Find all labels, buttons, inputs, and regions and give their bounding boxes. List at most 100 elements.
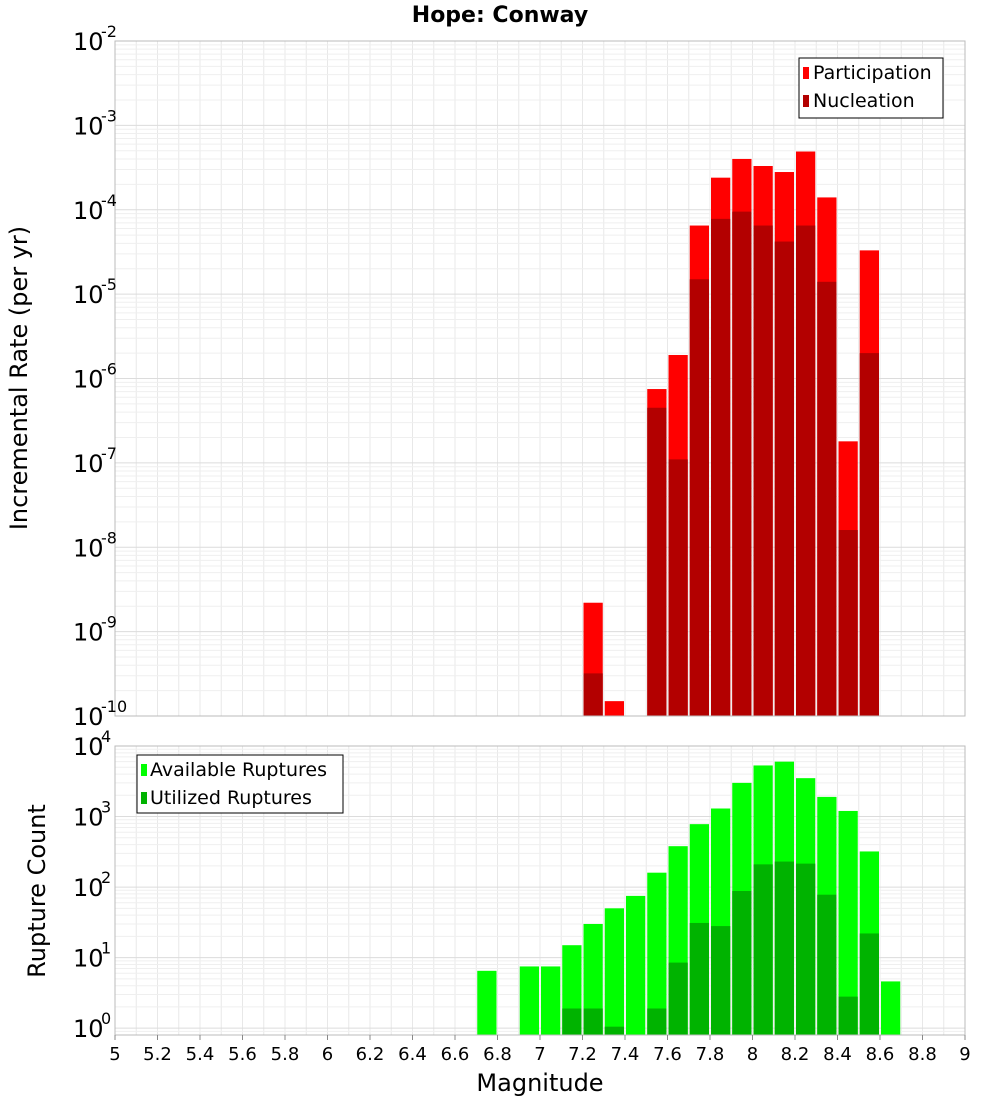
count-bar-utilized-ruptures (668, 962, 688, 1035)
count-bar-utilized-ruptures (647, 1008, 667, 1035)
x-tick-label: 6.8 (483, 1044, 512, 1065)
x-tick-label: 7.2 (568, 1044, 597, 1065)
count-y-tick-label: 10 (73, 874, 104, 902)
count-y-tick-label: 10 (73, 945, 104, 973)
x-tick-label: 5.4 (186, 1044, 215, 1065)
rate-y-tick-label: 10 (73, 703, 104, 731)
count-y-tick-exponent: 0 (101, 1009, 111, 1028)
utilized-legend-swatch (141, 792, 147, 804)
rate-bar-nucleation (668, 459, 688, 716)
count-bar-available-ruptures (541, 966, 561, 1035)
rate-bars (583, 151, 879, 717)
x-tick-label: 6.2 (356, 1044, 385, 1065)
count-y-tick-label: 10 (73, 733, 104, 761)
x-tick-label: 7.8 (696, 1044, 725, 1065)
rate-y-tick-exponent: -10 (101, 697, 127, 716)
count-y-tick-label: 10 (73, 1015, 104, 1043)
rate-y-tick-exponent: -3 (101, 106, 117, 125)
count-bar-available-ruptures (477, 970, 497, 1035)
nucleation-legend-swatch (803, 95, 809, 107)
available-legend-swatch (141, 764, 147, 776)
rate-y-tick-exponent: -7 (101, 444, 117, 463)
count-bar-utilized-ruptures (562, 1008, 582, 1035)
rate-y-tick-label: 10 (73, 281, 104, 309)
count-bar-available-ruptures (838, 810, 858, 1035)
count-legend-box (136, 754, 344, 814)
count-bar-utilized-ruptures (753, 864, 773, 1035)
count-bar-available-ruptures (881, 981, 901, 1035)
x-tick-label: 5.2 (143, 1044, 172, 1065)
chart-title: Hope: Conway (412, 3, 588, 28)
x-tick-label: 6.4 (398, 1044, 427, 1065)
count-bar-utilized-ruptures (774, 861, 794, 1035)
count-bars (477, 761, 901, 1035)
rate-bar-nucleation (647, 407, 667, 716)
count-bar-utilized-ruptures (604, 1026, 624, 1035)
x-tick-label: 8.6 (866, 1044, 895, 1065)
x-tick-label: 8.8 (908, 1044, 937, 1065)
x-tick-label: 7.4 (611, 1044, 640, 1065)
rate-y-tick-exponent: -8 (101, 528, 117, 547)
rate-gridlines (115, 41, 965, 716)
rate-y-tick-exponent: -9 (101, 613, 117, 632)
participation-legend-label: Participation (813, 62, 932, 84)
count-bar-available-ruptures (626, 895, 646, 1035)
rate-plot-frame (114, 40, 966, 717)
participation-legend-swatch (803, 67, 809, 79)
x-tick-label: 6 (322, 1044, 333, 1065)
utilized-legend-label: Utilized Ruptures (150, 787, 312, 809)
count-bar-utilized-ruptures (859, 933, 879, 1035)
rate-y-tick-exponent: -5 (101, 275, 117, 294)
rate-y-tick-label: 10 (73, 112, 104, 140)
count-bar-utilized-ruptures (817, 894, 837, 1035)
rate-bar-nucleation (838, 530, 858, 716)
count-bar-utilized-ruptures (838, 996, 858, 1035)
rate-legend-box (798, 57, 944, 119)
rate-bar-nucleation (711, 218, 731, 716)
count-bar-utilized-ruptures (689, 922, 709, 1035)
rate-bar-nucleation (817, 281, 837, 716)
count-bar-utilized-ruptures (732, 890, 752, 1035)
count-bar-available-ruptures (583, 923, 603, 1035)
rate-y-tick-exponent: -2 (101, 22, 117, 41)
rate-y-tick-label: 10 (73, 197, 104, 225)
rate-y-tick-label: 10 (73, 450, 104, 478)
x-tick-label: 9 (959, 1044, 970, 1065)
x-axis-label: Magnitude (476, 1069, 603, 1097)
rate-legend: Participation Nucleation (798, 57, 944, 119)
rate-y-tick-label: 10 (73, 28, 104, 56)
x-tick-label: 5 (109, 1044, 120, 1065)
count-bar-utilized-ruptures (583, 1008, 603, 1035)
rate-bar-participation (604, 701, 624, 716)
rate-bar-nucleation (583, 673, 603, 716)
rate-y-tick-label: 10 (73, 534, 104, 562)
count-bar-available-ruptures (519, 966, 539, 1035)
x-tick-label: 5.8 (271, 1044, 300, 1065)
count-y-tick-exponent: 4 (101, 727, 111, 746)
count-legend: Available Ruptures Utilized Ruptures (136, 754, 344, 814)
rate-y-tick-exponent: -6 (101, 360, 117, 379)
x-tick-label: 6.6 (441, 1044, 470, 1065)
available-legend-label: Available Ruptures (150, 759, 327, 781)
x-tick-labels: 5 5.2 5.4 5.6 5.8 6 6.2 6.4 6.6 6.8 7 7.2 7.4 7.6 7.8 8… (109, 1035, 971, 1065)
rate-y-axis-label: Incremental Rate (per yr) (5, 226, 33, 530)
count-bar-available-ruptures (604, 908, 624, 1035)
rate-bar-nucleation (859, 353, 879, 716)
x-tick-label: 7 (534, 1044, 545, 1065)
x-tick-label: 7.6 (653, 1044, 682, 1065)
x-tick-label: 5.6 (228, 1044, 257, 1065)
rate-y-tick-label: 10 (73, 619, 104, 647)
rate-bar-nucleation (732, 211, 752, 716)
rate-bar-nucleation (689, 279, 709, 716)
count-bar-utilized-ruptures (796, 863, 816, 1035)
count-bar-utilized-ruptures (711, 926, 731, 1035)
rate-bar-nucleation (774, 241, 794, 717)
rate-bar-nucleation (753, 225, 773, 716)
rate-y-tick-exponent: -4 (101, 191, 117, 210)
count-y-tick-label: 10 (73, 804, 104, 832)
